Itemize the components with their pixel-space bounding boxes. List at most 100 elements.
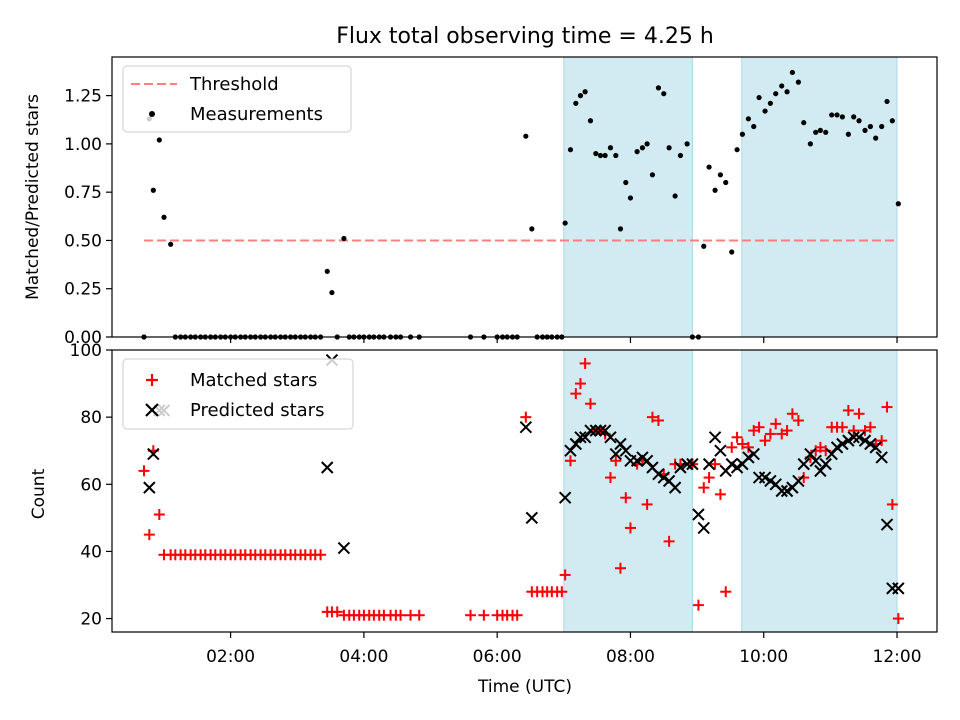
predicted-star-point (680, 457, 694, 471)
matched-star-point (559, 569, 571, 581)
matched-stars-points (138, 357, 904, 625)
measurement-point (582, 89, 588, 95)
predicted-star-point (147, 447, 160, 461)
measurement-point (801, 120, 807, 126)
predicted-star-point (619, 444, 632, 457)
matched-star-point (610, 455, 622, 467)
measurement-point (745, 116, 752, 122)
matched-star-point (720, 586, 732, 598)
measurement-point (762, 108, 768, 114)
predicted-star-point (574, 431, 587, 444)
predicted-star-point (847, 431, 860, 444)
measurement-point (851, 114, 857, 120)
predicted-star-point (708, 431, 722, 444)
measurement-point (329, 289, 335, 296)
matched-star-point (413, 609, 425, 621)
measurement-point (807, 141, 813, 147)
predicted-star-point (519, 421, 533, 434)
legend-measurements-label: Measurements (190, 104, 323, 125)
matched-star-point (759, 435, 771, 447)
measurement-point (627, 195, 634, 201)
legend-matched-swatch (146, 374, 158, 386)
measurement-point (161, 214, 167, 220)
predicted-star-point (668, 481, 682, 494)
measurement-point (795, 79, 801, 85)
measurement-point (729, 249, 735, 255)
predicted-star-point (869, 441, 882, 454)
matched-star-point (138, 465, 150, 477)
matched-star-point (570, 388, 582, 400)
measurement-point (593, 150, 599, 157)
matched-star-point (742, 441, 754, 453)
predicted-star-point (702, 457, 716, 471)
measurement-point (597, 152, 604, 159)
predicted-star-point (569, 437, 583, 451)
matched-star-point (624, 522, 636, 534)
predicted-star-point (775, 484, 788, 498)
measurement-point (779, 83, 785, 89)
measurement-point (577, 93, 584, 99)
predicted-star-point (686, 457, 699, 471)
measurement-point (717, 172, 724, 178)
y-tick-label: 0.50 (64, 231, 102, 251)
predicted-star-point (697, 521, 710, 535)
measurement-point (829, 112, 835, 118)
matched-star-point (753, 421, 765, 433)
measurement-point (562, 220, 568, 226)
predicted-star-point (692, 508, 705, 521)
matched-star-point (876, 435, 888, 447)
matched-star-point (798, 472, 810, 484)
count-y-label: Count (29, 468, 49, 519)
measurement-point (823, 129, 829, 135)
measurement-point (672, 193, 678, 199)
count-legend: Matched stars Predicted stars (122, 358, 354, 430)
matched-star-point (614, 562, 626, 574)
observing-band (741, 56, 898, 338)
matched-star-point (556, 586, 568, 598)
predicted-star-point (797, 457, 810, 471)
measurement-point (523, 133, 529, 139)
predicted-star-point (747, 447, 760, 461)
matched-star-point (641, 498, 653, 510)
chart-title: Flux total observing time = 4.25 h (336, 24, 714, 49)
predicted-star-point (558, 491, 572, 504)
measurement-point (739, 131, 746, 137)
measurement-point (655, 85, 662, 91)
measurement-point (634, 149, 640, 155)
predicted-star-point (892, 582, 905, 595)
predicted-star-point (875, 451, 888, 464)
matched-star-point (395, 609, 407, 621)
measurement-point (895, 201, 901, 207)
measurement-point (587, 118, 594, 124)
matched-star-point (731, 431, 743, 443)
measurement-point (617, 226, 624, 232)
measurement-point (813, 129, 819, 135)
measurement-point (168, 241, 174, 247)
ratio-x-ticks (230, 337, 898, 343)
measurement-point (613, 152, 619, 159)
matched-star-point (726, 441, 738, 453)
predicted-star-point (143, 481, 156, 494)
matched-star-point (703, 472, 715, 484)
ratio-y-label: Matched/Predicted stars (23, 94, 43, 300)
matched-star-point (692, 599, 704, 611)
matched-star-point (315, 549, 327, 561)
measurement-point (156, 137, 162, 143)
legend-predicted-swatch (145, 403, 159, 417)
matched-star-point (736, 438, 748, 450)
measurement-point (884, 98, 890, 105)
measurement-point (677, 152, 684, 159)
matched-star-point (698, 482, 710, 494)
matched-star-point (579, 357, 591, 369)
measurement-point (644, 141, 650, 147)
y-tick-label: 60 (80, 475, 102, 495)
count-panel-frame (111, 349, 938, 633)
ratio-panel: 0.00 0.25 0.50 0.75 1.00 1.25 Matched/Predict… (23, 56, 938, 348)
matched-star-point (153, 509, 165, 520)
measurement-point (751, 123, 757, 130)
matched-star-point (652, 415, 664, 426)
measurement-point (573, 100, 579, 106)
measurement-point (734, 147, 740, 153)
legend-predicted-label: Predicted stars (190, 400, 324, 421)
predicted-star-point (321, 461, 334, 474)
